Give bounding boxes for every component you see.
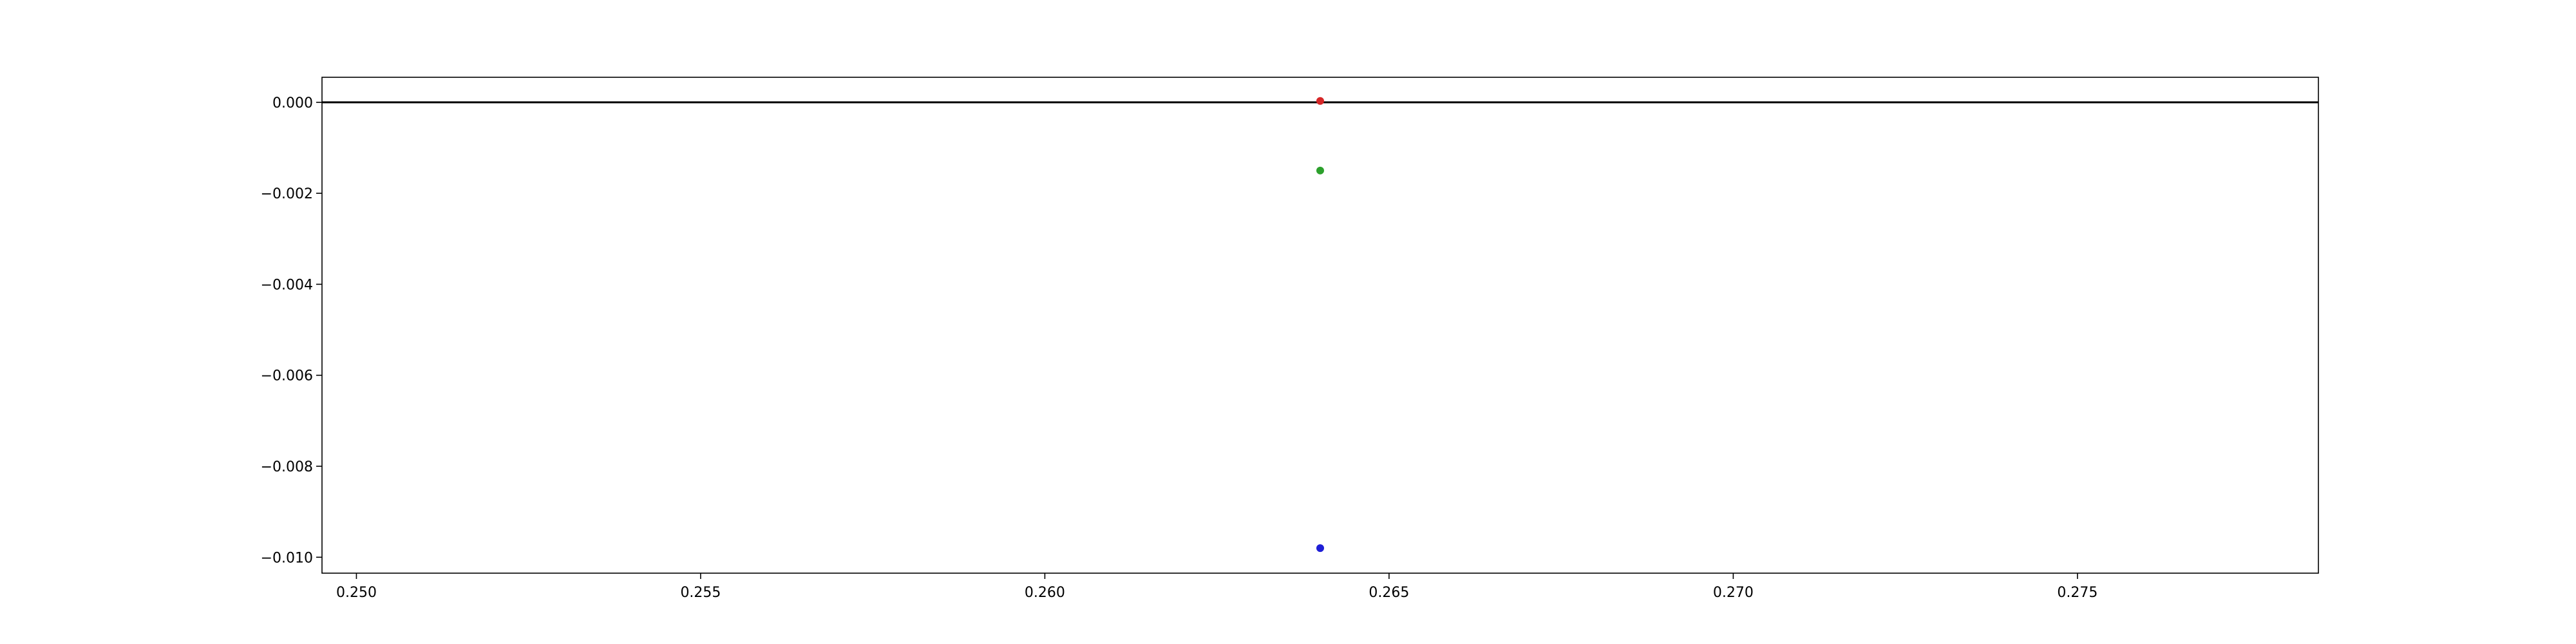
plot-background bbox=[322, 77, 2318, 573]
y-tick-label: −0.002 bbox=[261, 186, 313, 202]
y-tick-label: −0.004 bbox=[261, 277, 313, 293]
x-tick-label: 0.270 bbox=[1713, 585, 1754, 601]
data-point bbox=[1316, 97, 1324, 105]
points-layer bbox=[1316, 97, 1324, 553]
x-tick-label: 0.265 bbox=[1368, 585, 1409, 601]
y-tick-label: −0.006 bbox=[261, 368, 313, 384]
y-tick-label: −0.010 bbox=[261, 550, 313, 566]
x-tick-label: 0.275 bbox=[2057, 585, 2098, 601]
plot-frame bbox=[321, 77, 2319, 574]
x-tick-label: 0.260 bbox=[1025, 585, 1065, 601]
y-tick-label: 0.000 bbox=[272, 95, 313, 111]
y-tick-label: −0.008 bbox=[261, 459, 313, 475]
data-point bbox=[1316, 544, 1324, 553]
x-tick-label: 0.250 bbox=[336, 585, 377, 601]
x-tick-label: 0.255 bbox=[680, 585, 721, 601]
x-axis: 0.250 0.255 0.260 0.265 0.270 0.275 bbox=[336, 573, 2098, 601]
y-axis: 0.000 −0.002 −0.004 −0.006 −0.008 −0.010 bbox=[261, 95, 322, 566]
data-point bbox=[1316, 166, 1324, 175]
